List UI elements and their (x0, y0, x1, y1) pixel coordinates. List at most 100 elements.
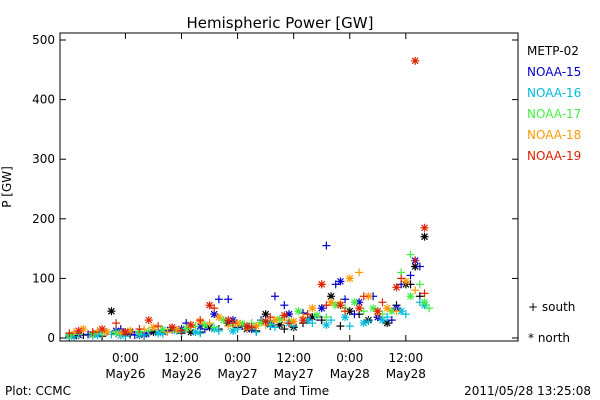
x-tick-time-label: 12:00 (276, 351, 311, 365)
north-point (420, 232, 429, 241)
north-point (107, 307, 116, 316)
south-point (270, 292, 279, 301)
marker-legend-entry: + south (528, 300, 575, 314)
south-point (387, 316, 396, 325)
north-point (294, 307, 303, 316)
south-point (415, 280, 424, 289)
north-point (98, 325, 107, 334)
north-point (336, 277, 345, 286)
marker-legend: + south * north (528, 300, 575, 345)
south-point (401, 310, 410, 319)
y-tick-label: 100 (32, 271, 55, 285)
south-point (205, 319, 214, 328)
y-tick-label: 0 (47, 331, 55, 345)
north-point (121, 328, 130, 337)
north-point (74, 326, 83, 335)
south-point (397, 274, 406, 283)
north-point (322, 320, 331, 329)
south-point (144, 326, 153, 335)
plot-timestamp: 2011/05/28 13:25:08 (464, 384, 591, 398)
south-point (303, 310, 312, 319)
north-point (373, 307, 382, 316)
south-point (228, 319, 237, 328)
north-point (168, 323, 177, 332)
north-point (411, 56, 420, 65)
south-point (280, 301, 289, 310)
north-point (359, 319, 368, 328)
legend-entry: NOAA-17 (527, 107, 581, 121)
south-point (322, 301, 331, 310)
south-point (350, 310, 359, 319)
y-tick-label: 400 (32, 93, 55, 107)
y-tick-label: 300 (32, 152, 55, 166)
north-point (420, 298, 429, 307)
series-legend: METP-02 NOAA-15 NOAA-16 NOAA-17 NOAA-18 NOAA-… (527, 44, 581, 163)
south-point (135, 325, 144, 334)
north-point (252, 322, 261, 331)
south-point (341, 307, 350, 316)
x-tick-date-label: May28 (386, 367, 426, 381)
south-point (383, 313, 392, 322)
x-tick-date-label: May26 (161, 367, 201, 381)
north-point (317, 280, 326, 289)
south-point (331, 280, 340, 289)
y-tick-label: 200 (32, 212, 55, 226)
south-point (154, 322, 163, 331)
north-point (172, 325, 181, 334)
x-tick-date-label: May28 (330, 367, 370, 381)
south-point (355, 268, 364, 277)
x-tick-time-label: 12:00 (164, 351, 199, 365)
south-point (210, 323, 219, 332)
south-point (280, 325, 289, 334)
north-point (383, 319, 392, 328)
south-point (415, 262, 424, 271)
y-tick-label: 500 (32, 33, 55, 47)
north-point (378, 316, 387, 325)
south-point (322, 241, 331, 250)
x-axis: 0:00 May26 12:00 May26 0:00 May27 12:00 May27 0:… (105, 33, 426, 381)
north-point (154, 329, 163, 338)
south-point (392, 307, 401, 316)
south-point (214, 295, 223, 304)
legend-entry: NOAA-16 (527, 86, 581, 100)
south-point (112, 319, 121, 328)
x-tick-time-label: 0:00 (224, 351, 251, 365)
x-tick-date-label: May27 (218, 367, 258, 381)
marker-legend-entry: * north (528, 331, 570, 345)
south-point (425, 304, 434, 313)
north-point (289, 317, 298, 326)
south-point (406, 271, 415, 280)
south-point (411, 256, 420, 265)
south-point (341, 295, 350, 304)
data-points (65, 56, 434, 341)
south-point (308, 319, 317, 328)
north-point (327, 298, 336, 307)
north-point (420, 223, 429, 232)
north-point (350, 298, 359, 307)
north-point (401, 277, 410, 286)
south-point (411, 286, 420, 295)
south-point (327, 316, 336, 325)
north-point (317, 304, 326, 313)
south-point (196, 316, 205, 325)
north-point (270, 316, 279, 325)
legend-entry: NOAA-19 (527, 149, 581, 163)
south-point (322, 313, 331, 322)
north-point (313, 311, 322, 320)
south-point (406, 250, 415, 259)
north-point (224, 316, 233, 325)
x-tick-time-label: 0:00 (112, 351, 139, 365)
north-point (102, 328, 111, 337)
south-point (177, 326, 186, 335)
north-point (144, 316, 153, 325)
north-point (345, 274, 354, 283)
north-point (383, 304, 392, 313)
north-point (369, 304, 378, 313)
south-point (420, 289, 429, 298)
north-point (261, 317, 270, 326)
plot-credit: Plot: CCMC (5, 384, 71, 398)
legend-entry: NOAA-18 (527, 128, 581, 142)
north-point (149, 323, 158, 332)
x-tick-time-label: 0:00 (336, 351, 363, 365)
north-point (406, 292, 415, 301)
